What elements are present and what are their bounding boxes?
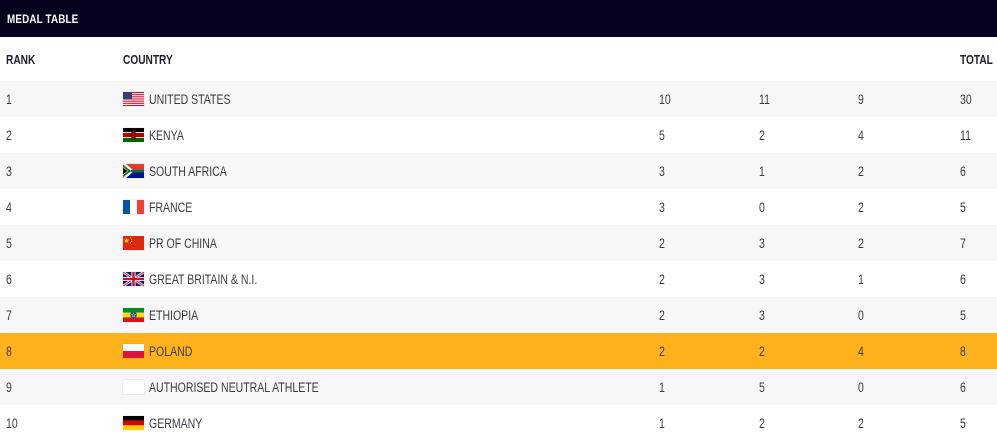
country-name[interactable]: PR OF CHINA bbox=[149, 235, 217, 251]
total-count: 8 bbox=[960, 343, 966, 359]
silver-count: 3 bbox=[759, 235, 765, 251]
silver-count: 2 bbox=[759, 127, 765, 143]
china-flag-icon bbox=[123, 225, 144, 261]
total-count: 5 bbox=[960, 415, 966, 431]
table-row[interactable]: 8 POLAND 2 2 4 8 bbox=[0, 333, 997, 369]
kenya-flag-icon bbox=[123, 117, 144, 153]
table-row[interactable]: 9 AUTHORISED NEUTRAL ATHLETE 1 5 0 6 bbox=[0, 369, 997, 405]
france-flag-icon-graphic bbox=[123, 200, 144, 214]
bronze-count: 4 bbox=[858, 343, 864, 359]
table-row[interactable]: 4 FRANCE 3 0 2 5 bbox=[0, 189, 997, 225]
bronze-count: 2 bbox=[858, 415, 864, 431]
country-name[interactable]: FRANCE bbox=[149, 199, 193, 215]
country-name[interactable]: ETHIOPIA bbox=[149, 307, 199, 323]
blank-flag-icon-graphic bbox=[123, 380, 144, 394]
total-count: 6 bbox=[960, 271, 966, 287]
gold-count: 1 bbox=[659, 415, 665, 431]
germany-flag-icon-graphic bbox=[123, 416, 144, 430]
table-row[interactable]: 7 ETHIOPIA 2 3 0 5 bbox=[0, 297, 997, 333]
country-name[interactable]: AUTHORISED NEUTRAL ATHLETE bbox=[149, 379, 319, 395]
medal-table-body: 1 UNITED STATES 10 11 9 30 2 KENYA 5 2 4 11 3 SOUT… bbox=[0, 81, 997, 441]
gold-count: 2 bbox=[659, 307, 665, 323]
gold-count: 2 bbox=[659, 271, 665, 287]
south-africa-flag-icon bbox=[123, 153, 144, 189]
total-count: 6 bbox=[960, 163, 966, 179]
country-name[interactable]: POLAND bbox=[149, 343, 193, 359]
ethiopia-flag-icon bbox=[123, 297, 144, 333]
silver-count: 1 bbox=[759, 163, 765, 179]
table-row[interactable]: 3 SOUTH AFRICA 3 1 2 6 bbox=[0, 153, 997, 189]
silver-count: 5 bbox=[759, 379, 765, 395]
total-count: 5 bbox=[960, 307, 966, 323]
bronze-count: 4 bbox=[858, 127, 864, 143]
uk-flag-icon-graphic bbox=[123, 272, 144, 286]
poland-flag-icon bbox=[123, 333, 144, 369]
bronze-count: 9 bbox=[858, 91, 864, 107]
rank-cell: 5 bbox=[6, 235, 12, 251]
rank-cell: 9 bbox=[6, 379, 12, 395]
total-count: 7 bbox=[960, 235, 966, 251]
south-africa-flag-icon-graphic bbox=[123, 164, 144, 178]
title-bar: MEDAL TABLE bbox=[0, 0, 997, 37]
silver-count: 3 bbox=[759, 307, 765, 323]
gold-count: 10 bbox=[659, 91, 671, 107]
country-column-header[interactable]: COUNTRY bbox=[123, 51, 173, 67]
bronze-count: 2 bbox=[858, 199, 864, 215]
bronze-count: 2 bbox=[858, 235, 864, 251]
page-title: MEDAL TABLE bbox=[7, 11, 79, 26]
country-name[interactable]: UNITED STATES bbox=[149, 91, 231, 107]
bronze-count: 0 bbox=[858, 379, 864, 395]
total-count: 6 bbox=[960, 379, 966, 395]
gold-count: 3 bbox=[659, 163, 665, 179]
bronze-count: 1 bbox=[858, 271, 864, 287]
rank-column-header[interactable]: RANK bbox=[6, 51, 36, 67]
silver-count: 2 bbox=[759, 343, 765, 359]
gold-count: 1 bbox=[659, 379, 665, 395]
table-row[interactable]: 2 KENYA 5 2 4 11 bbox=[0, 117, 997, 153]
table-row[interactable]: 6 GREAT BRITAIN & N.I. 2 3 1 6 bbox=[0, 261, 997, 297]
total-count: 11 bbox=[960, 127, 971, 143]
silver-count: 0 bbox=[759, 199, 765, 215]
country-name[interactable]: GERMANY bbox=[149, 415, 203, 431]
rank-cell: 8 bbox=[6, 343, 12, 359]
gold-count: 3 bbox=[659, 199, 665, 215]
germany-flag-icon bbox=[123, 405, 144, 441]
rank-cell: 7 bbox=[6, 307, 12, 323]
silver-count: 11 bbox=[759, 91, 770, 107]
rank-cell: 6 bbox=[6, 271, 12, 287]
country-name[interactable]: SOUTH AFRICA bbox=[149, 163, 227, 179]
rank-cell: 1 bbox=[6, 91, 12, 107]
silver-count: 2 bbox=[759, 415, 765, 431]
table-header: RANK COUNTRY TOTAL bbox=[0, 37, 997, 106]
kenya-flag-icon-graphic bbox=[123, 128, 144, 142]
blank-flag-icon bbox=[123, 369, 144, 405]
gold-count: 5 bbox=[659, 127, 665, 143]
rank-cell: 2 bbox=[6, 127, 12, 143]
country-name[interactable]: KENYA bbox=[149, 127, 184, 143]
silver-count: 3 bbox=[759, 271, 765, 287]
bronze-count: 2 bbox=[858, 163, 864, 179]
rank-cell: 4 bbox=[6, 199, 12, 215]
gold-count: 2 bbox=[659, 343, 665, 359]
us-flag-icon bbox=[123, 81, 144, 117]
china-flag-icon-graphic bbox=[123, 236, 144, 250]
total-count: 30 bbox=[960, 91, 972, 107]
gold-count: 2 bbox=[659, 235, 665, 251]
rank-cell: 3 bbox=[6, 163, 12, 179]
table-row[interactable]: 5 PR OF CHINA 2 3 2 7 bbox=[0, 225, 997, 261]
us-flag-icon-graphic bbox=[123, 92, 144, 106]
table-row[interactable]: 1 UNITED STATES 10 11 9 30 bbox=[0, 81, 997, 117]
bronze-count: 0 bbox=[858, 307, 864, 323]
uk-flag-icon bbox=[123, 261, 144, 297]
table-row[interactable]: 10 GERMANY 1 2 2 5 bbox=[0, 405, 997, 441]
total-column-header[interactable]: TOTAL bbox=[960, 51, 993, 67]
poland-flag-icon-graphic bbox=[123, 344, 144, 358]
country-name[interactable]: GREAT BRITAIN & N.I. bbox=[149, 271, 258, 287]
france-flag-icon bbox=[123, 189, 144, 225]
total-count: 5 bbox=[960, 199, 966, 215]
ethiopia-flag-icon-graphic bbox=[123, 308, 144, 322]
rank-cell: 10 bbox=[6, 415, 18, 431]
